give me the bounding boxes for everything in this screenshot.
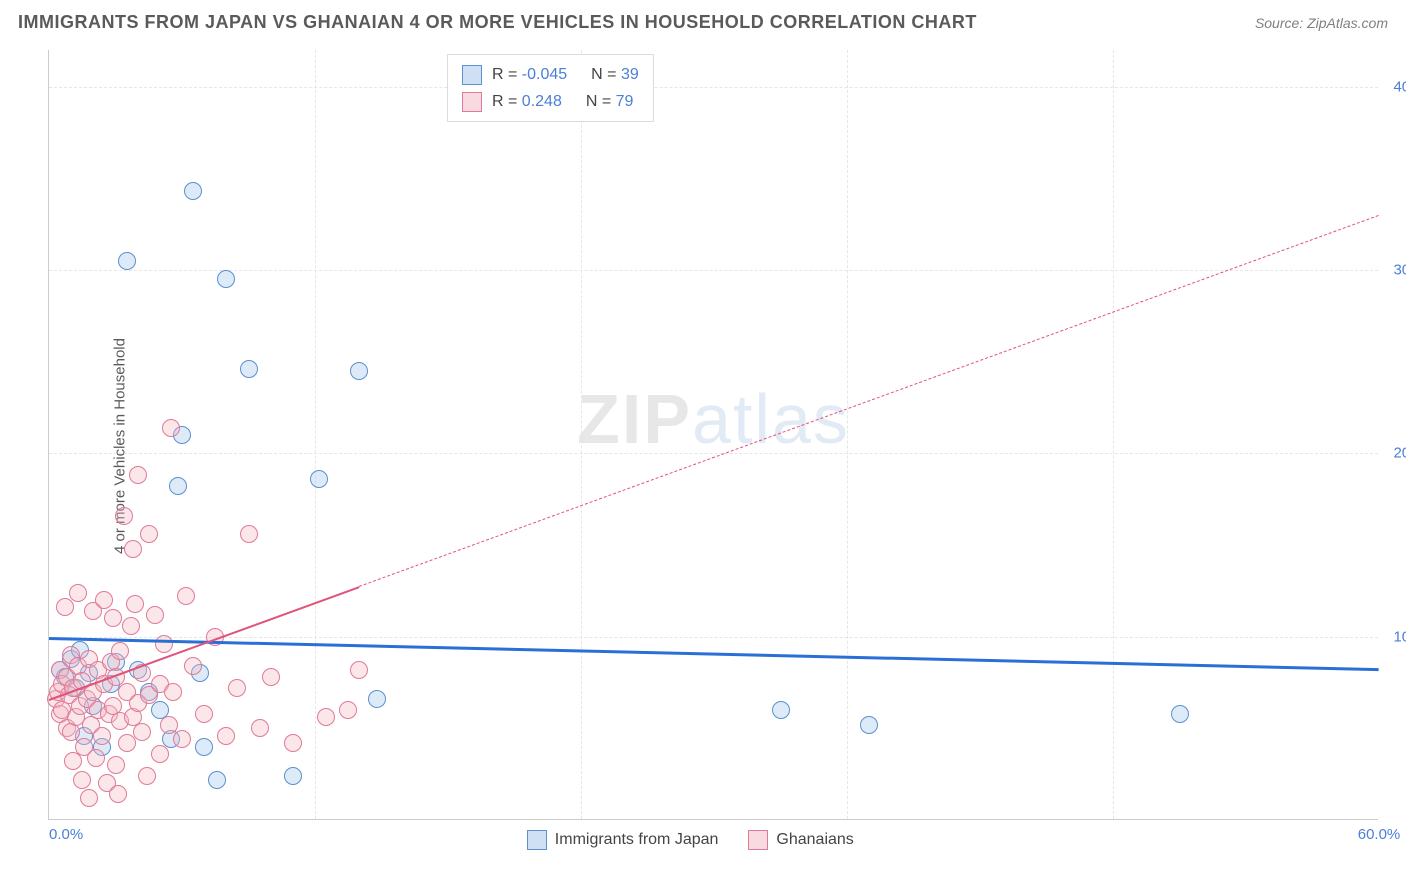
scatter-point-ghana — [217, 727, 235, 745]
scatter-point-ghana — [95, 591, 113, 609]
legend-item-ghana: Ghanaians — [748, 830, 853, 850]
scatter-point-japan — [208, 771, 226, 789]
x-tick-label: 0.0% — [49, 826, 83, 843]
legend-swatch-japan — [462, 65, 482, 85]
scatter-point-japan — [184, 182, 202, 200]
watermark-part2: atlas — [692, 380, 850, 458]
y-tick-label: 40.0% — [1393, 78, 1406, 95]
scatter-point-japan — [310, 470, 328, 488]
scatter-point-japan — [772, 701, 790, 719]
scatter-point-japan — [118, 252, 136, 270]
legend-swatch-japan — [527, 830, 547, 850]
scatter-point-ghana — [173, 730, 191, 748]
scatter-point-ghana — [350, 661, 368, 679]
gridline-h — [49, 637, 1378, 638]
legend-stats-row: R = 0.248 N = 79 — [462, 88, 639, 115]
scatter-point-ghana — [195, 705, 213, 723]
scatter-point-ghana — [251, 719, 269, 737]
scatter-point-ghana — [129, 466, 147, 484]
scatter-point-ghana — [126, 595, 144, 613]
x-tick-label: 60.0% — [1358, 826, 1401, 843]
gridline-v — [847, 50, 848, 819]
scatter-point-ghana — [162, 419, 180, 437]
scatter-point-ghana — [73, 771, 91, 789]
scatter-point-japan — [169, 477, 187, 495]
scatter-plot: ZIPatlas 10.0%20.0%30.0%40.0%0.0%60.0% — [48, 50, 1378, 820]
gridline-h — [49, 453, 1378, 454]
scatter-point-japan — [1171, 705, 1189, 723]
scatter-point-ghana — [160, 716, 178, 734]
y-tick-label: 20.0% — [1393, 445, 1406, 462]
scatter-point-ghana — [69, 584, 87, 602]
scatter-point-japan — [368, 690, 386, 708]
legend-n: N = 39 — [591, 61, 639, 88]
scatter-point-ghana — [317, 708, 335, 726]
gridline-v — [1113, 50, 1114, 819]
scatter-point-ghana — [107, 756, 125, 774]
scatter-point-japan — [284, 767, 302, 785]
legend-n: N = 79 — [586, 88, 634, 115]
scatter-point-japan — [240, 360, 258, 378]
legend-item-japan: Immigrants from Japan — [527, 830, 719, 850]
trend-line-japan — [49, 637, 1379, 671]
scatter-point-ghana — [104, 609, 122, 627]
scatter-point-ghana — [109, 785, 127, 803]
scatter-point-ghana — [184, 657, 202, 675]
scatter-point-ghana — [138, 767, 156, 785]
gridline-h — [49, 87, 1378, 88]
scatter-point-japan — [860, 716, 878, 734]
scatter-point-ghana — [115, 507, 133, 525]
scatter-point-ghana — [80, 789, 98, 807]
scatter-point-ghana — [64, 752, 82, 770]
legend-swatch-ghana — [462, 92, 482, 112]
title-bar: IMMIGRANTS FROM JAPAN VS GHANAIAN 4 OR M… — [18, 12, 1388, 33]
watermark-part1: ZIP — [577, 380, 692, 458]
source-label: Source: ZipAtlas.com — [1255, 15, 1388, 31]
scatter-point-ghana — [262, 668, 280, 686]
legend-series: Immigrants from Japan Ghanaians — [527, 830, 854, 850]
legend-r: R = 0.248 — [492, 88, 562, 115]
legend-swatch-ghana — [748, 830, 768, 850]
scatter-point-ghana — [177, 587, 195, 605]
scatter-point-ghana — [284, 734, 302, 752]
y-tick-label: 30.0% — [1393, 262, 1406, 279]
legend-label: Immigrants from Japan — [555, 831, 719, 849]
scatter-point-ghana — [140, 525, 158, 543]
scatter-point-ghana — [240, 525, 258, 543]
gridline-v — [315, 50, 316, 819]
legend-stats-row: R = -0.045 N = 39 — [462, 61, 639, 88]
scatter-point-ghana — [111, 642, 129, 660]
scatter-point-japan — [195, 738, 213, 756]
scatter-point-ghana — [87, 749, 105, 767]
scatter-point-ghana — [122, 617, 140, 635]
gridline-h — [49, 270, 1378, 271]
watermark: ZIPatlas — [577, 379, 850, 459]
legend-stats: R = -0.045 N = 39 R = 0.248 N = 79 — [447, 54, 654, 122]
scatter-point-ghana — [93, 727, 111, 745]
scatter-point-japan — [350, 362, 368, 380]
y-tick-label: 10.0% — [1393, 628, 1406, 645]
chart-title: IMMIGRANTS FROM JAPAN VS GHANAIAN 4 OR M… — [18, 12, 977, 33]
scatter-point-ghana — [228, 679, 246, 697]
legend-label: Ghanaians — [776, 831, 853, 849]
scatter-point-ghana — [124, 540, 142, 558]
scatter-point-ghana — [155, 635, 173, 653]
scatter-point-ghana — [56, 598, 74, 616]
scatter-point-ghana — [151, 745, 169, 763]
scatter-point-ghana — [339, 701, 357, 719]
scatter-point-ghana — [133, 723, 151, 741]
scatter-point-japan — [217, 270, 235, 288]
scatter-point-ghana — [164, 683, 182, 701]
legend-r: R = -0.045 — [492, 61, 567, 88]
scatter-point-ghana — [146, 606, 164, 624]
gridline-v — [581, 50, 582, 819]
scatter-point-ghana — [118, 734, 136, 752]
